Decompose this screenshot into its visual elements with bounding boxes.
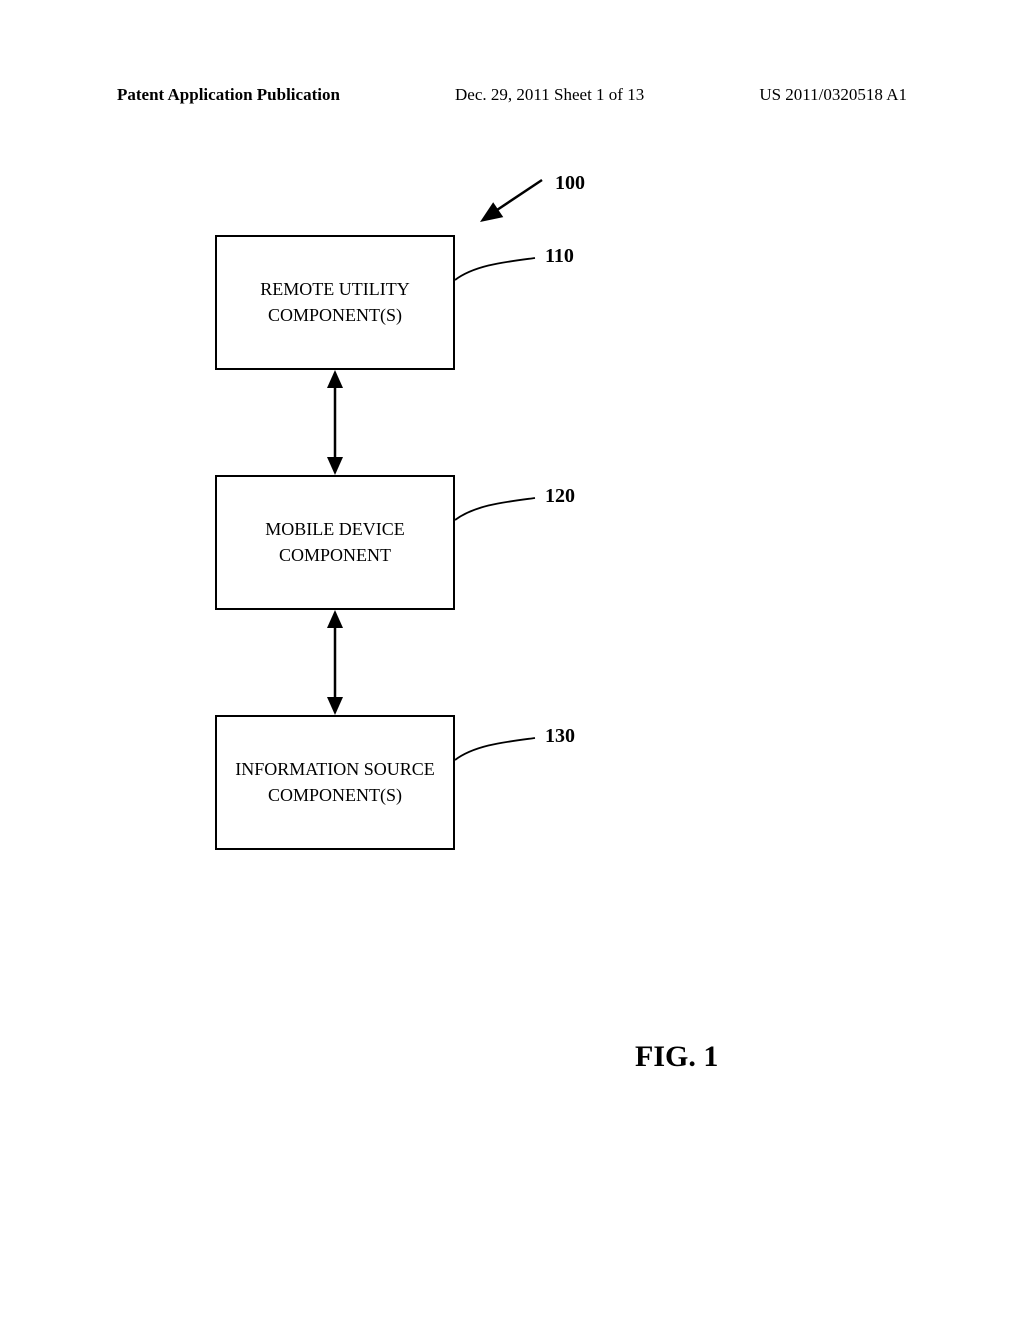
figure-label: FIG. 1 [635,1040,718,1074]
system-pointer-arrow [0,150,1024,350]
header-inner: Patent Application Publication Dec. 29, … [117,85,907,105]
header-right: US 2011/0320518 A1 [759,85,907,105]
header-center: Dec. 29, 2011 Sheet 1 of 13 [455,85,644,105]
page-header: Patent Application Publication Dec. 29, … [0,85,1024,105]
header-left: Patent Application Publication [117,85,340,105]
